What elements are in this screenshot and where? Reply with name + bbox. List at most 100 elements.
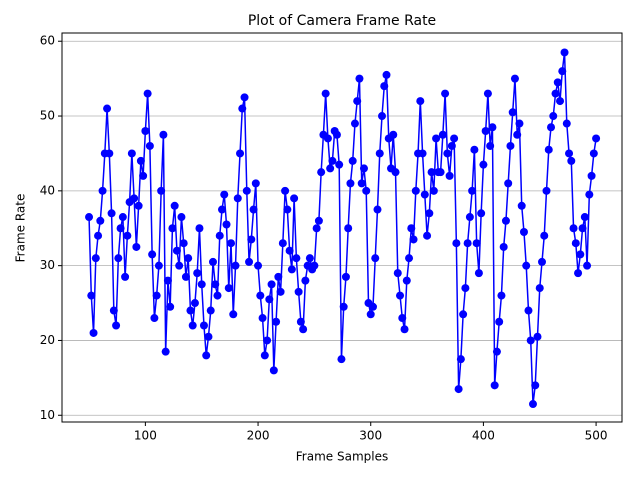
marker bbox=[269, 366, 278, 375]
marker bbox=[114, 254, 123, 263]
y-tick-label: 50 bbox=[40, 109, 55, 123]
marker bbox=[132, 242, 141, 251]
marker bbox=[218, 205, 226, 214]
marker bbox=[438, 130, 447, 139]
marker bbox=[118, 213, 127, 222]
marker bbox=[177, 213, 186, 222]
marker bbox=[91, 254, 100, 263]
marker bbox=[359, 164, 368, 173]
marker bbox=[587, 171, 596, 180]
marker bbox=[501, 216, 510, 225]
x-tick-label: 500 bbox=[585, 429, 608, 443]
marker bbox=[193, 269, 202, 278]
marker bbox=[186, 306, 195, 315]
marker bbox=[341, 272, 350, 281]
marker bbox=[542, 186, 551, 195]
marker bbox=[242, 186, 251, 195]
marker bbox=[553, 78, 562, 87]
marker bbox=[168, 224, 177, 233]
marker bbox=[565, 149, 574, 158]
marker bbox=[181, 272, 190, 281]
marker bbox=[145, 141, 154, 150]
marker bbox=[585, 190, 594, 199]
marker bbox=[249, 205, 258, 214]
marker bbox=[459, 310, 468, 319]
marker bbox=[418, 149, 427, 158]
marker bbox=[355, 74, 364, 83]
marker bbox=[310, 261, 319, 270]
marker bbox=[98, 186, 107, 195]
marker bbox=[452, 239, 461, 248]
marker bbox=[423, 231, 432, 240]
marker bbox=[574, 269, 583, 278]
marker bbox=[547, 123, 556, 132]
marker bbox=[567, 156, 576, 165]
marker bbox=[247, 235, 256, 244]
marker bbox=[229, 310, 238, 319]
marker bbox=[94, 231, 103, 240]
marker bbox=[515, 119, 524, 128]
marker bbox=[328, 156, 337, 165]
y-tick-label: 10 bbox=[40, 408, 55, 422]
marker bbox=[112, 321, 121, 330]
marker bbox=[479, 160, 488, 169]
marker bbox=[231, 261, 240, 270]
marker bbox=[121, 272, 130, 281]
marker bbox=[375, 149, 384, 158]
marker bbox=[396, 291, 405, 300]
marker bbox=[373, 205, 382, 214]
marker bbox=[519, 227, 528, 236]
marker bbox=[161, 347, 170, 356]
marker bbox=[495, 317, 504, 326]
marker bbox=[141, 126, 150, 135]
marker bbox=[461, 284, 470, 293]
marker bbox=[488, 123, 497, 132]
marker bbox=[569, 224, 578, 233]
marker bbox=[175, 261, 184, 270]
x-axis-label: Frame Samples bbox=[296, 450, 388, 464]
marker bbox=[589, 149, 598, 158]
marker bbox=[362, 186, 371, 195]
marker bbox=[517, 201, 526, 210]
marker bbox=[238, 104, 247, 113]
marker bbox=[159, 130, 168, 139]
marker bbox=[332, 130, 341, 139]
marker bbox=[583, 261, 592, 270]
marker bbox=[416, 97, 425, 106]
marker bbox=[346, 179, 355, 188]
marker bbox=[429, 186, 438, 195]
marker bbox=[260, 351, 269, 360]
marker bbox=[560, 48, 569, 57]
marker bbox=[407, 224, 416, 233]
marker bbox=[441, 89, 450, 98]
y-tick-label: 60 bbox=[40, 34, 55, 48]
marker bbox=[278, 239, 287, 248]
marker bbox=[184, 254, 193, 263]
marker bbox=[116, 224, 125, 233]
marker bbox=[551, 89, 560, 98]
marker bbox=[211, 280, 220, 289]
y-tick-label: 30 bbox=[40, 258, 55, 272]
x-tick-label: 200 bbox=[247, 429, 270, 443]
marker bbox=[357, 179, 366, 188]
marker bbox=[411, 186, 420, 195]
marker bbox=[267, 280, 276, 289]
marker bbox=[531, 381, 540, 390]
marker bbox=[571, 239, 580, 248]
marker bbox=[233, 194, 242, 203]
marker bbox=[524, 306, 533, 315]
marker bbox=[213, 291, 222, 300]
marker bbox=[544, 145, 553, 154]
marker bbox=[335, 160, 344, 169]
marker bbox=[366, 310, 375, 319]
marker bbox=[450, 134, 459, 143]
marker bbox=[454, 385, 463, 394]
marker bbox=[405, 254, 414, 263]
marker bbox=[290, 194, 299, 203]
marker bbox=[526, 336, 535, 345]
marker bbox=[281, 186, 290, 195]
plot-area bbox=[85, 48, 601, 409]
marker bbox=[143, 89, 152, 98]
marker bbox=[89, 328, 98, 337]
line bbox=[88, 52, 597, 405]
